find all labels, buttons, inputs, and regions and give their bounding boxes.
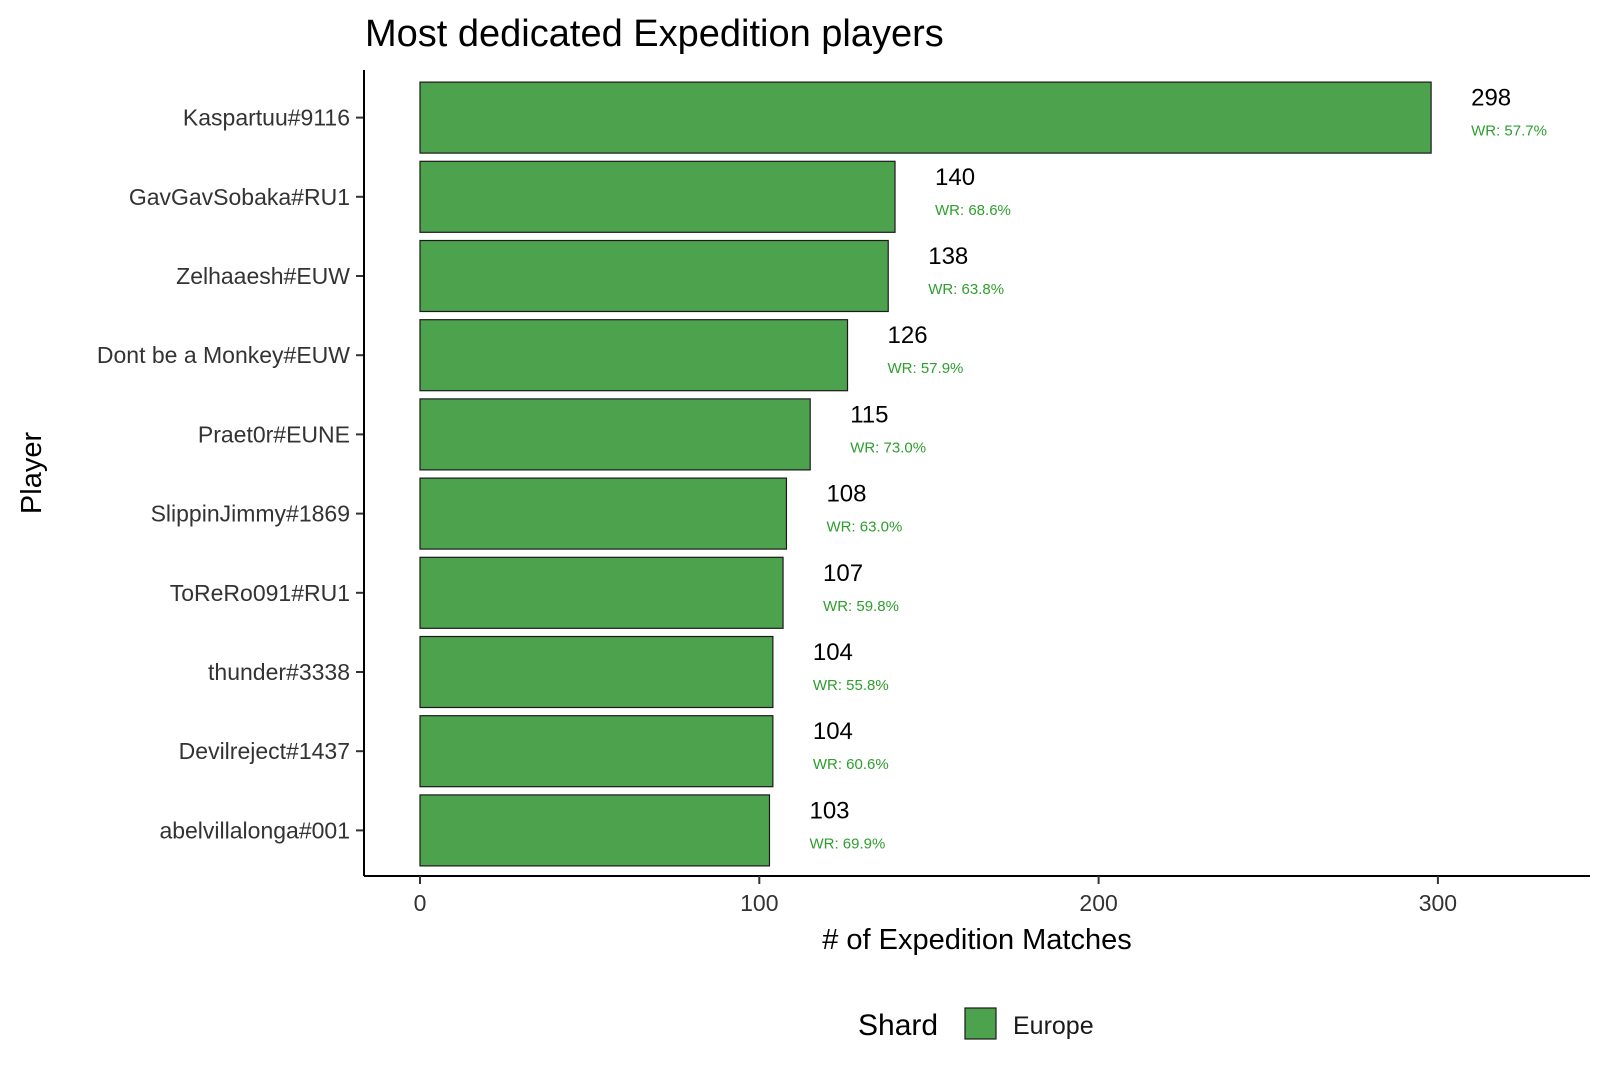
legend-swatch-europe [964, 1007, 997, 1040]
bar-value-label: 108 [826, 481, 866, 508]
y-tick-label: Dont be a Monkey#EUW [97, 342, 350, 368]
y-tick-label: Kaspartuu#9116 [183, 105, 350, 131]
bar [419, 239, 889, 313]
win-rate-label: WR: 73.0% [850, 439, 926, 456]
bar-value-label: 298 [1471, 85, 1511, 112]
win-rate-label: WR: 55.8% [813, 677, 889, 694]
chart-title: Most dedicated Expedition players [365, 13, 944, 55]
bar-value-label: 104 [813, 718, 853, 745]
legend-title: Shard [858, 1009, 938, 1042]
bar-value-label: 104 [813, 639, 853, 666]
bar [419, 556, 784, 629]
bar-value-label: 115 [850, 401, 888, 428]
win-rate-label: WR: 63.0% [826, 519, 902, 536]
bar-value-label: 103 [809, 797, 849, 824]
bar [419, 81, 1432, 154]
x-axis-title: # of Expedition Matches [822, 924, 1132, 956]
legend-label-europe: Europe [1013, 1012, 1094, 1040]
bar-value-label: 126 [888, 322, 928, 349]
win-rate-label: WR: 59.8% [823, 598, 899, 615]
x-tick-label: 100 [740, 890, 778, 916]
y-tick-label: thunder#3338 [208, 659, 350, 685]
y-axis-title: Player [16, 432, 48, 515]
bar [419, 794, 771, 867]
y-tick-label: Praet0r#EUNE [198, 421, 350, 447]
win-rate-label: WR: 68.6% [935, 202, 1011, 219]
legend: Shard Europe [858, 1007, 1094, 1042]
x-tick-label: 200 [1079, 890, 1117, 916]
win-rate-label: WR: 57.9% [888, 360, 964, 377]
bar [419, 477, 788, 550]
bar [419, 715, 774, 788]
x-tick-label: 0 [414, 890, 427, 916]
y-tick-label: Zelhaaesh#EUW [176, 263, 350, 289]
bar [419, 319, 849, 392]
bar-value-label: 140 [935, 164, 975, 191]
win-rate-label: WR: 57.7% [1471, 123, 1547, 140]
axes-layer: Kaspartuu#9116 GavGavSobaka#RU1 Zelhaaesh#… [97, 70, 1590, 916]
bar-value-label: 138 [928, 243, 968, 270]
x-tick-label: 300 [1419, 890, 1457, 916]
win-rate-label: WR: 63.8% [928, 281, 1004, 298]
win-rate-label: WR: 69.9% [809, 835, 885, 852]
bar [419, 398, 811, 471]
y-tick-label: SlippinJimmy#1869 [151, 501, 350, 527]
labels-layer: 298 WR: 57.7% 140 WR: 68.6% 138 WR: 63.8% 126 W… [809, 85, 1546, 853]
y-tick-label: GavGavSobaka#RU1 [129, 184, 350, 210]
y-tick-label: abelvillalonga#001 [159, 817, 350, 843]
bar [419, 635, 774, 709]
y-tick-label: Devilreject#1437 [179, 738, 350, 764]
bars-layer [419, 81, 1432, 867]
y-tick-label: ToReRo091#RU1 [170, 580, 350, 606]
bar [419, 160, 896, 233]
bar-value-label: 107 [823, 560, 863, 587]
win-rate-label: WR: 60.6% [813, 756, 889, 773]
